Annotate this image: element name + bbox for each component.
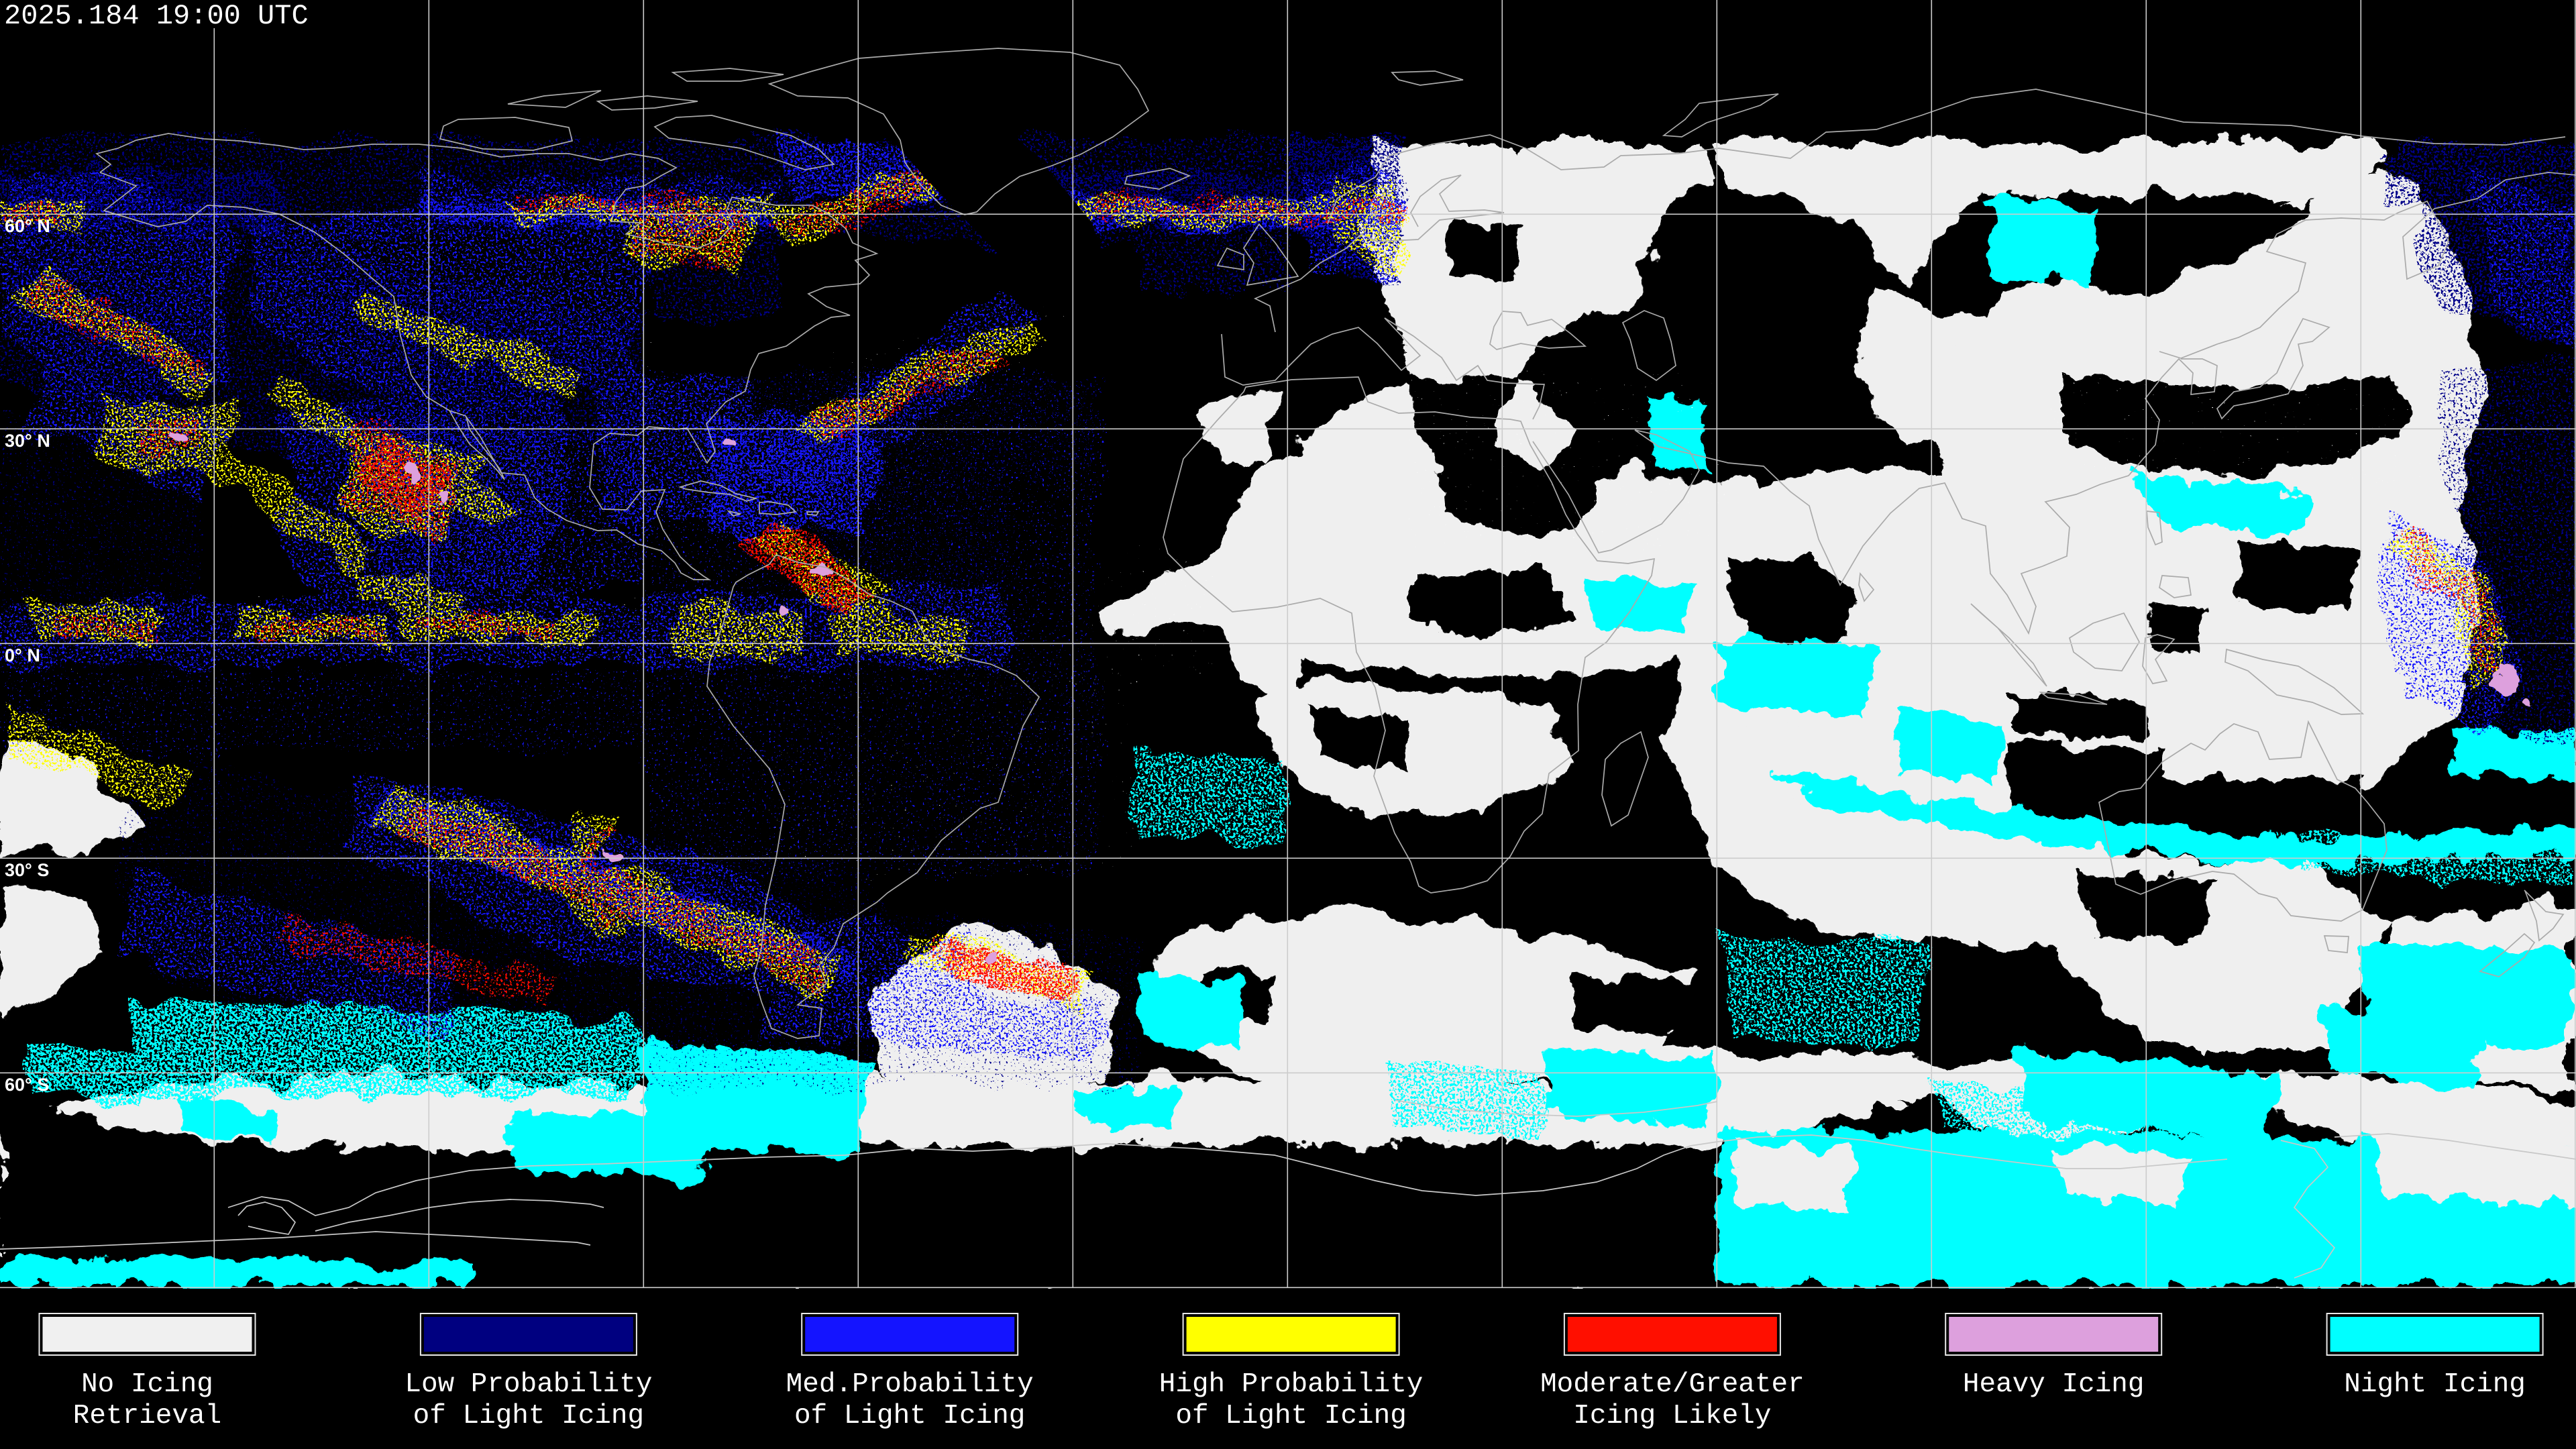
svg-text:of Light Icing: of Light Icing: [413, 1401, 644, 1432]
svg-text:Retrieval: Retrieval: [73, 1401, 221, 1432]
svg-text:2025.184 19:00 UTC: 2025.184 19:00 UTC: [4, 0, 309, 32]
svg-text:60° N: 60° N: [5, 216, 50, 236]
svg-text:Icing Likely: Icing Likely: [1573, 1401, 1771, 1432]
svg-text:60° S: 60° S: [5, 1075, 49, 1095]
svg-text:0° N: 0° N: [5, 645, 40, 665]
svg-text:Heavy Icing: Heavy Icing: [1963, 1369, 2145, 1400]
svg-text:of Light Icing: of Light Icing: [794, 1401, 1025, 1432]
svg-text:Moderate/Greater: Moderate/Greater: [1540, 1369, 1805, 1400]
svg-text:of Light Icing: of Light Icing: [1175, 1401, 1406, 1432]
svg-text:Low Probability: Low Probability: [405, 1369, 652, 1400]
svg-text:Med.Probability: Med.Probability: [786, 1369, 1034, 1400]
svg-text:High Probability: High Probability: [1159, 1369, 1424, 1400]
svg-text:No Icing: No Icing: [81, 1369, 213, 1400]
svg-text:Night Icing: Night Icing: [2344, 1369, 2526, 1400]
svg-text:30° N: 30° N: [5, 431, 50, 451]
svg-text:30° S: 30° S: [5, 860, 49, 880]
